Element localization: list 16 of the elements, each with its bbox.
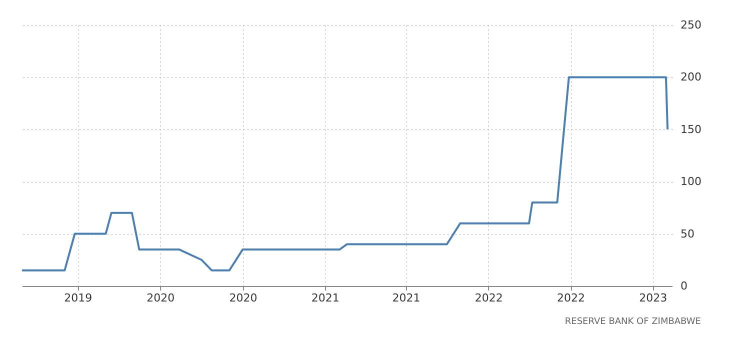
text: RESERVE BANK OF ZIMBABWE <box>564 317 702 327</box>
y-tick-label: 0 <box>680 280 688 292</box>
x-tick-label: 2021 <box>392 292 420 304</box>
y-tick-label: 250 <box>680 18 702 32</box>
x-tick-label: 2022 <box>474 292 503 304</box>
y-tick-label: 200 <box>680 70 702 84</box>
x-tick-label: 2023 <box>639 292 668 304</box>
y-tick-label: 50 <box>680 227 694 240</box>
line-series <box>22 76 669 272</box>
x-tick-label: 2019 <box>64 292 92 304</box>
x-tick-label: 2021 <box>311 292 340 304</box>
y-tick-label: 150 <box>680 122 702 136</box>
x-tick-label: 2022 <box>557 292 586 304</box>
x-tick-label: 2020 <box>229 292 258 304</box>
x-tick-label: 2020 <box>146 292 175 304</box>
y-tick-label: 100 <box>680 175 702 188</box>
